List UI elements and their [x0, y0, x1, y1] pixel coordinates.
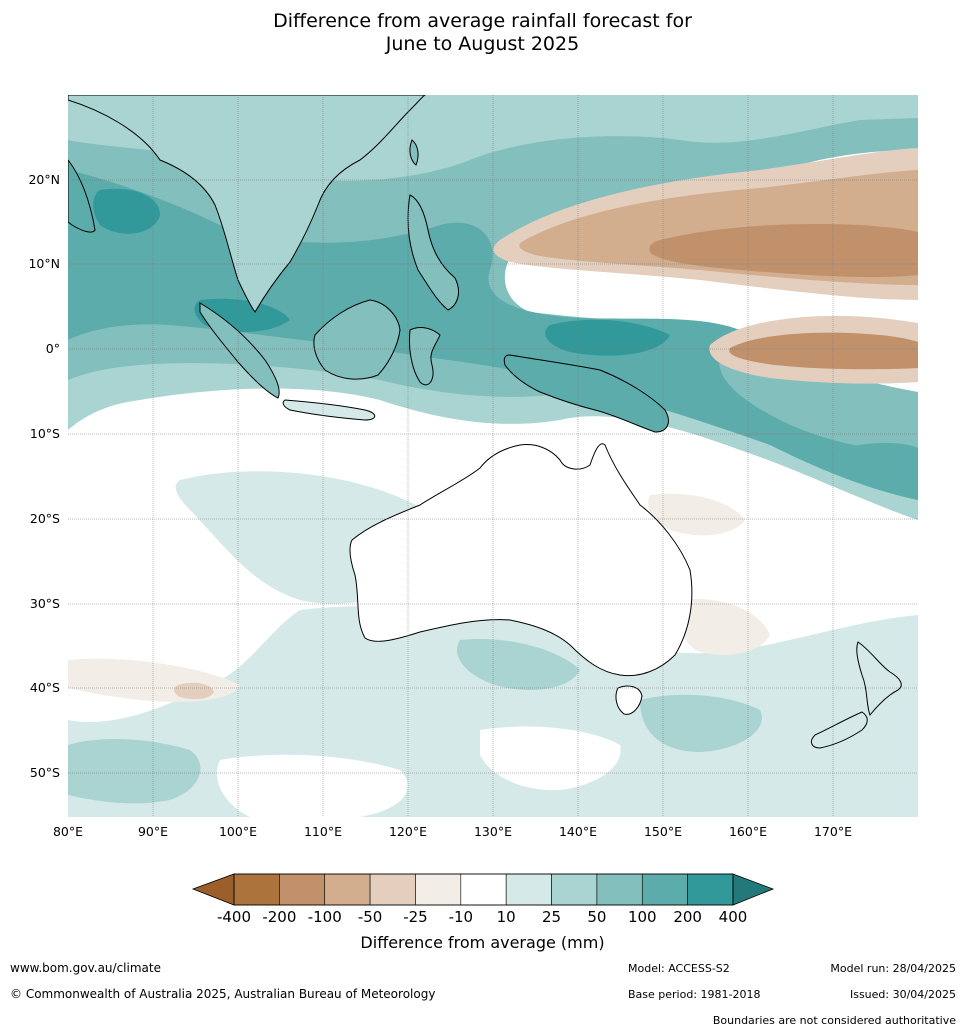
website-link[interactable]: www.bom.gov.au/climate: [10, 961, 161, 975]
colorbar-bin: [687, 873, 734, 906]
lat-label: 0°: [46, 341, 60, 356]
java: [282, 399, 376, 421]
india-tip: [68, 159, 96, 233]
brown-patch-south: [174, 682, 214, 700]
colorbar-tick-label: 200: [673, 908, 702, 926]
model-run: Model run: 28/04/2025: [830, 962, 956, 975]
lon-label: 100°E: [219, 824, 257, 839]
disclaimer: Boundaries are not considered authoritat…: [712, 1014, 956, 1027]
colorbar-tick-label: 10: [497, 908, 516, 926]
philippines: [407, 194, 459, 311]
light-teal-region-south-3: [456, 639, 580, 690]
borneo: [313, 299, 401, 380]
light-brown-region-south-2: [648, 493, 745, 536]
colorbar-tick-label: -400: [217, 908, 251, 926]
colorbar-tick-label: -100: [308, 908, 342, 926]
new-guinea: [503, 354, 669, 433]
lon-label: 170°E: [814, 824, 852, 839]
brown-region-equatorial-pacific-core: [729, 332, 918, 370]
light-brown-region-south-3: [676, 599, 770, 655]
lon-label: 110°E: [304, 824, 342, 839]
colorbar-bins: [233, 873, 734, 906]
colorbar-bin: [460, 873, 507, 906]
lon-label: 160°E: [729, 824, 767, 839]
colorbar-bin: [324, 873, 371, 906]
lat-label: 10°S: [30, 426, 60, 441]
latitude-labels: 20°N 10°N 0° 10°S 20°S 30°S 40°S 50°S: [28, 172, 60, 780]
lat-label: 50°S: [30, 765, 60, 780]
lon-label: 120°E: [389, 824, 427, 839]
teal-region-strongest-1: [93, 188, 160, 234]
model-name: Model: ACCESS-S2: [628, 962, 730, 975]
colorbar-bin: [233, 873, 280, 906]
tasmania: [615, 685, 643, 715]
light-teal-region-south-4: [68, 738, 201, 804]
new-zealand-north: [856, 641, 902, 716]
rainfall-field: [68, 95, 918, 817]
lat-label: 10°N: [28, 256, 60, 271]
colorbar-bin: [279, 873, 326, 906]
colorbar-bin: [551, 873, 598, 906]
colorbar-tick-label: -50: [358, 908, 383, 926]
white-gap-south-2: [480, 726, 621, 791]
colorbar-bin: [369, 873, 416, 906]
legend-title: Difference from average (mm): [360, 933, 605, 952]
lon-label: 90°E: [138, 824, 168, 839]
mainland-asia: [68, 95, 426, 313]
white-gap-south: [216, 754, 408, 817]
australia: [349, 443, 693, 677]
colorbar-tick-label: -10: [449, 908, 474, 926]
lat-label: 20°N: [28, 172, 60, 187]
colorbar-tick-label: -200: [262, 908, 296, 926]
copyright: © Commonwealth of Australia 2025, Austra…: [10, 987, 436, 1001]
colorbar-tick-labels: -400 -200 -100 -50 -25 -10 10 25 50 100 200 400: [217, 908, 747, 926]
lat-label: 20°S: [30, 511, 60, 526]
colorbar-tick-label: -25: [403, 908, 428, 926]
colorbar-tick-label: 400: [719, 908, 748, 926]
sulawesi: [409, 327, 441, 386]
new-zealand-south: [810, 711, 868, 749]
lon-label: 140°E: [559, 824, 597, 839]
colorbar-bin: [641, 873, 688, 906]
issued-date: Issued: 30/04/2025: [849, 988, 956, 1001]
colorbar-bin: [415, 873, 462, 906]
longitude-labels: 80°E 90°E 100°E 110°E 120°E 130°E 140°E …: [53, 824, 852, 839]
colorbar-tick-label: 25: [542, 908, 561, 926]
colorbar: -400 -200 -100 -50 -25 -10 10 25 50 100 200 400: [191, 873, 775, 926]
lon-label: 80°E: [53, 824, 83, 839]
lon-label: 150°E: [644, 824, 682, 839]
teal-region-east: [832, 443, 918, 487]
graticule: [68, 95, 918, 817]
teal-region-strongest-2: [545, 319, 670, 356]
colorbar-extend-high: [732, 873, 775, 906]
colorbar-extend-low: [191, 873, 235, 906]
lon-label: 130°E: [474, 824, 512, 839]
colorbar-frame: [233, 873, 734, 906]
base-period: Base period: 1981-2018: [628, 988, 761, 1001]
colorbar-tick-label: 50: [587, 908, 606, 926]
title-line-2: June to August 2025: [385, 33, 580, 55]
sumatra: [199, 302, 280, 399]
colorbar-bin: [505, 873, 552, 906]
lat-label: 40°S: [30, 680, 60, 695]
map-title: Difference from average rainfall forecas…: [0, 10, 965, 56]
colorbar-tick-label: 100: [628, 908, 657, 926]
lat-label: 30°S: [30, 596, 60, 611]
taiwan: [409, 139, 419, 166]
title-line-1: Difference from average rainfall forecas…: [273, 10, 692, 32]
light-teal-region-south-5: [640, 694, 762, 752]
colorbar-bin: [596, 873, 643, 906]
